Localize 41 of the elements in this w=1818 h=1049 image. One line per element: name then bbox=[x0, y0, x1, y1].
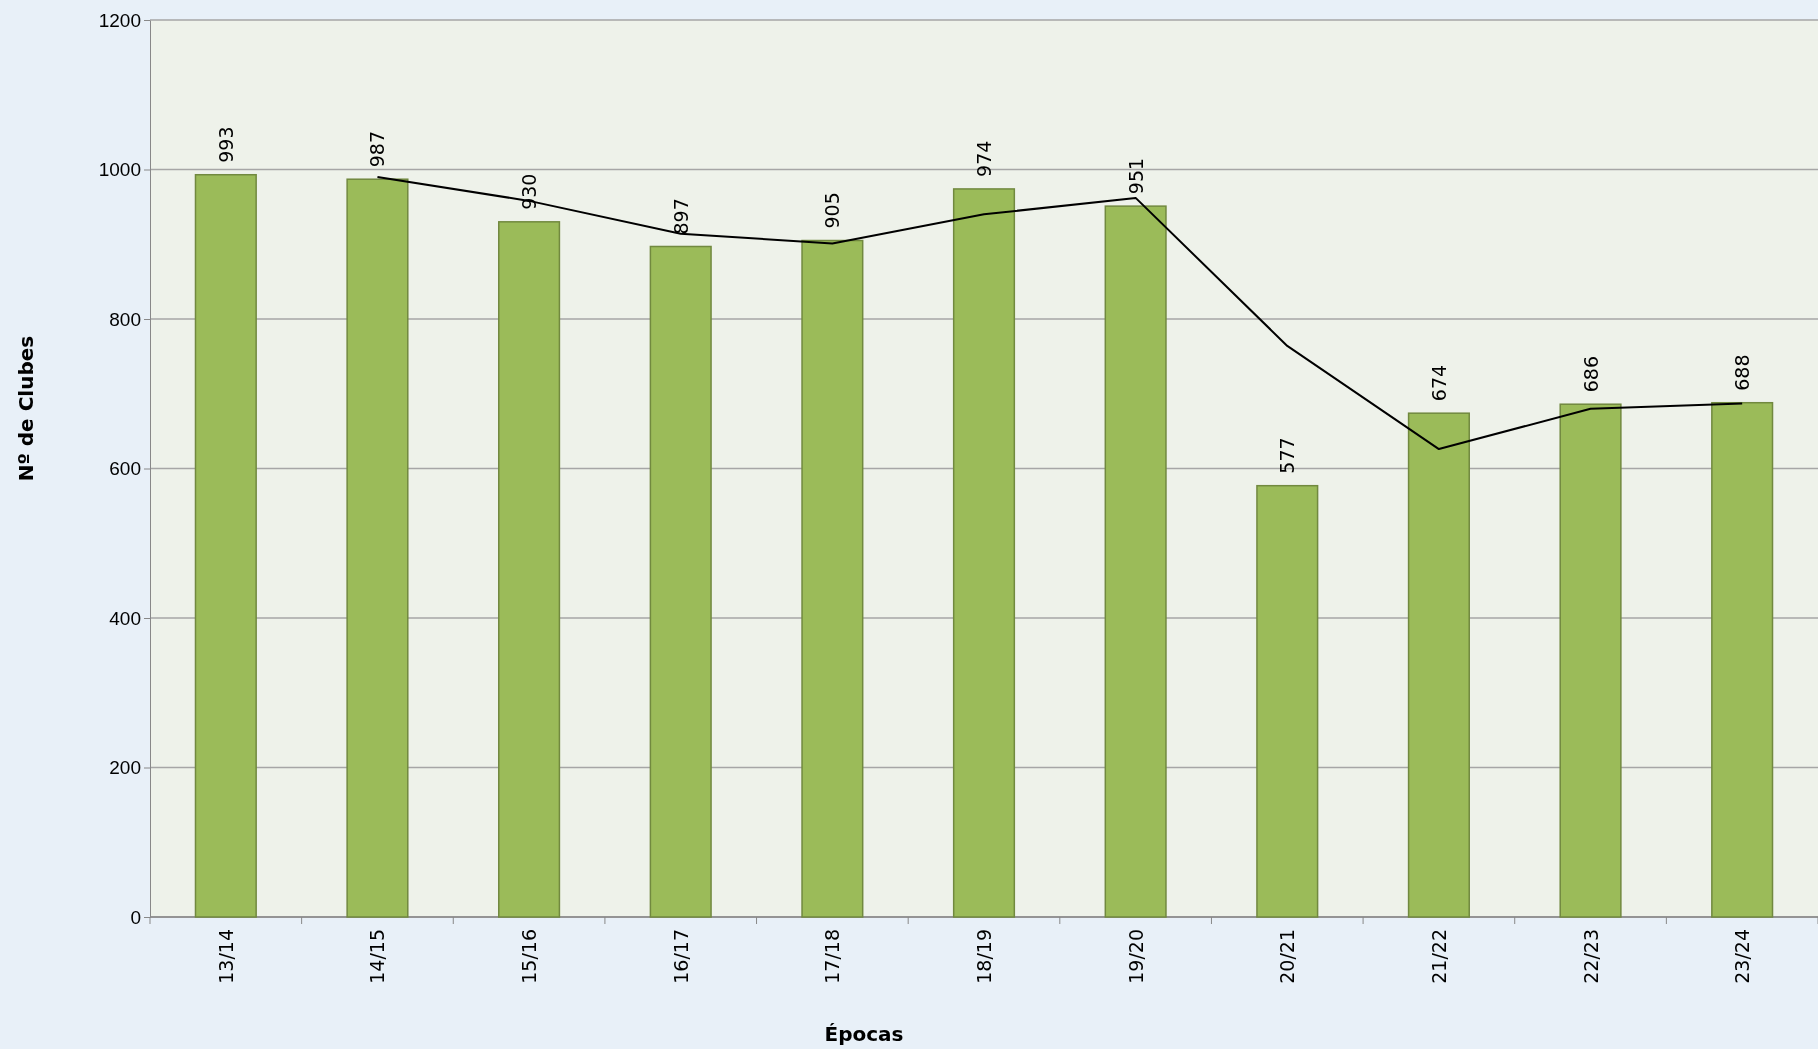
bar bbox=[952, 188, 1016, 918]
bar bbox=[1711, 401, 1774, 918]
x-tick-label: 22/23 bbox=[1579, 929, 1602, 984]
x-tick-label: 23/24 bbox=[1731, 929, 1754, 984]
data-label: 987 bbox=[366, 130, 389, 168]
data-label: 688 bbox=[1731, 354, 1754, 391]
data-label: 993 bbox=[214, 126, 237, 163]
data-label: 674 bbox=[1427, 364, 1450, 402]
y-tick-label: 1200 bbox=[98, 9, 141, 31]
x-tick-label: 20/21 bbox=[1276, 929, 1299, 984]
x-tick-label: 17/18 bbox=[821, 929, 844, 984]
y-tick-label: 600 bbox=[109, 458, 141, 480]
y-axis-title: Nº de Clubes bbox=[14, 335, 38, 482]
bar bbox=[649, 245, 712, 918]
x-axis-title: Épocas bbox=[824, 1022, 904, 1046]
data-label: 897 bbox=[669, 198, 692, 235]
bar bbox=[498, 221, 561, 918]
x-tick-label: 15/16 bbox=[518, 929, 541, 984]
y-tick-label: 800 bbox=[109, 308, 141, 330]
data-label: 577 bbox=[1276, 437, 1299, 474]
x-tick-label: 16/17 bbox=[669, 929, 692, 984]
x-tick-label: 19/20 bbox=[1124, 929, 1147, 984]
y-tick-label: 400 bbox=[109, 607, 141, 629]
y-tick-label: 200 bbox=[109, 757, 141, 779]
x-tick-label: 14/15 bbox=[366, 929, 389, 984]
x-tick-label: 13/14 bbox=[214, 929, 237, 984]
data-label: 974 bbox=[973, 140, 995, 177]
bar bbox=[346, 178, 409, 918]
x-tick-label: 21/22 bbox=[1427, 929, 1450, 984]
bar bbox=[1256, 484, 1319, 918]
data-label: 686 bbox=[1579, 355, 1602, 393]
bar bbox=[801, 239, 864, 918]
data-label: 951 bbox=[1124, 157, 1147, 195]
bar bbox=[194, 173, 257, 918]
bar bbox=[1407, 412, 1470, 918]
bar bbox=[1104, 205, 1167, 918]
x-tick-label: 18/19 bbox=[973, 929, 995, 984]
y-tick-label: 1000 bbox=[98, 159, 141, 181]
bar bbox=[1559, 403, 1622, 918]
data-label: 905 bbox=[821, 192, 844, 229]
y-tick-label: 0 bbox=[130, 906, 141, 928]
